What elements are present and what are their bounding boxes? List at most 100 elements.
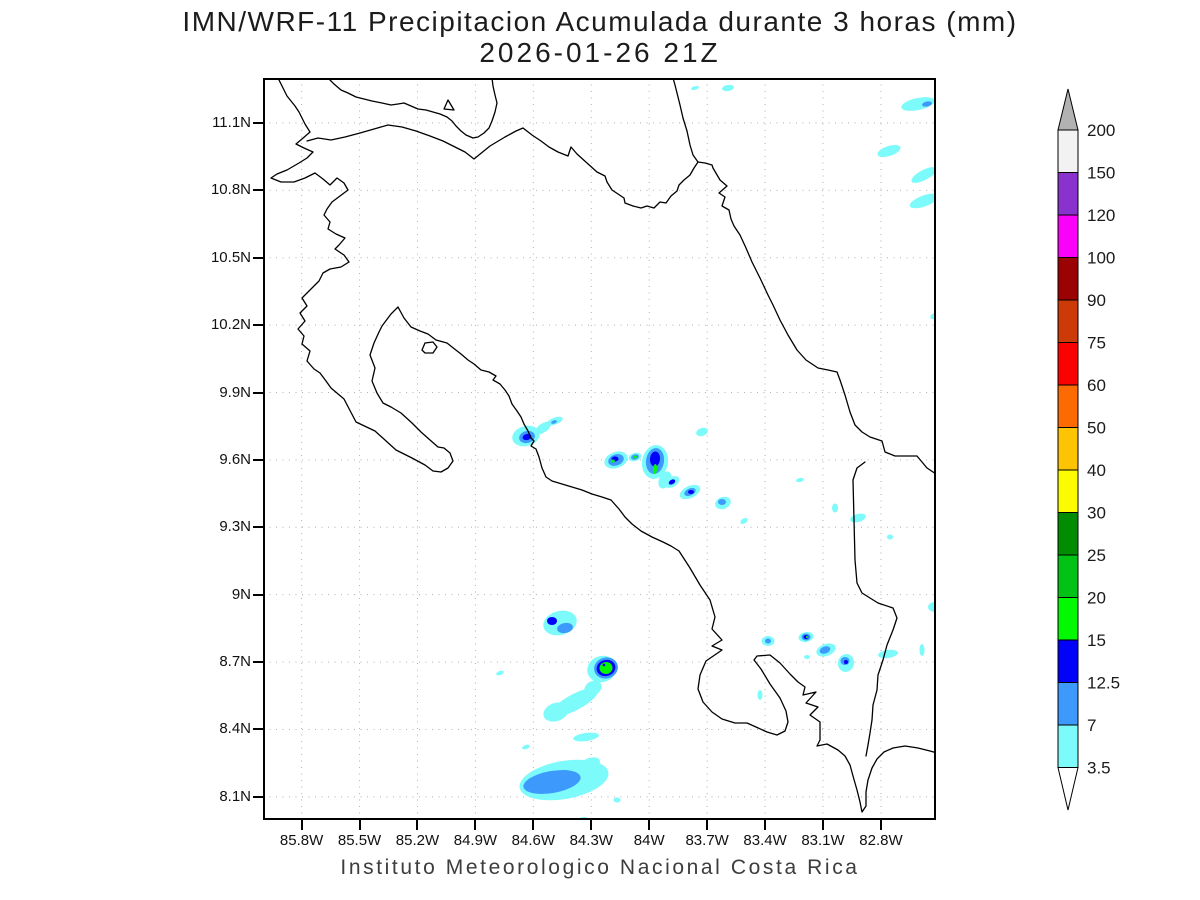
- colorbar-segment: [1057, 342, 1079, 386]
- colorbar-label: 100: [1087, 249, 1115, 268]
- colorbar-down-arrow: [1057, 767, 1079, 811]
- colorbar-label: 25: [1087, 546, 1106, 565]
- precip-patch-c: [909, 193, 936, 209]
- x-tick-label: 85.5W: [337, 832, 382, 849]
- precip-patch-c: [543, 702, 569, 722]
- colorbar-label: 120: [1087, 206, 1115, 225]
- colorbar-label: 7: [1087, 716, 1096, 735]
- precip-patch-c: [919, 644, 925, 656]
- precip-patch-d: [547, 617, 557, 625]
- precip-patch-c: [887, 534, 893, 540]
- x-tick-label: 83.4W: [743, 832, 787, 849]
- precip-patch-c: [576, 757, 600, 775]
- coastline-path: [306, 124, 699, 209]
- x-tick-mark: [590, 820, 593, 830]
- x-tick-label: 85.2W: [395, 832, 440, 849]
- precip-patch-g: [805, 636, 809, 638]
- precip-patch-c: [691, 85, 699, 91]
- colorbar-segment: [1057, 682, 1079, 726]
- x-tick-mark: [300, 820, 303, 830]
- precip-patch-g: [633, 455, 637, 459]
- y-tick-label: 8.7N: [219, 653, 251, 671]
- precip-patch-c: [722, 84, 734, 92]
- x-tick-mark: [358, 820, 361, 830]
- colorbar-label: 90: [1087, 291, 1106, 310]
- precip-patch-b: [551, 420, 557, 424]
- x-tick-mark: [532, 820, 535, 830]
- x-tick-mark: [474, 820, 477, 830]
- precip-patch-b: [718, 499, 726, 505]
- x-tick-label: 84.6W: [511, 832, 556, 849]
- precip-patch-b: [765, 638, 771, 644]
- y-tick-mark: [253, 121, 263, 124]
- colorbar-segment: [1057, 427, 1079, 471]
- coastline-path: [672, 78, 936, 475]
- x-tick-mark: [648, 820, 651, 830]
- colorbar: 200 150 120 100 90 75 60 50 40 30 25 20 15 12.5 7 3.5: [1057, 88, 1120, 811]
- x-tick-mark: [764, 820, 767, 830]
- map-frame-border: [263, 78, 936, 820]
- y-tick-mark: [253, 324, 263, 327]
- precip-patch-d: [649, 451, 661, 467]
- y-tick-label: 10.8N: [210, 181, 251, 199]
- x-tick-mark: [879, 820, 882, 830]
- y-tick-mark: [253, 189, 263, 192]
- precip-patch-c: [535, 421, 551, 435]
- map-background: [263, 78, 936, 820]
- x-tick-label: 85.8W: [279, 832, 324, 849]
- colorbar-label: 12.5: [1087, 674, 1120, 693]
- y-tick-mark: [253, 795, 263, 798]
- precip-patch-c: [522, 744, 530, 750]
- colorbar-label: 3.5: [1087, 759, 1111, 778]
- colorbar-label: 30: [1087, 504, 1106, 523]
- y-tick-mark: [253, 256, 263, 259]
- precip-patch-c: [757, 690, 763, 700]
- precip-patch-c: [877, 144, 901, 158]
- precip-patch-b: [922, 101, 932, 107]
- y-tick-mark: [253, 458, 263, 461]
- y-tick-label: 10.2N: [210, 316, 251, 334]
- x-tick-label: 82.8W: [859, 832, 903, 849]
- x-tick-mark: [822, 820, 825, 830]
- footer-caption: Instituto Meteorologico Nacional Costa R…: [340, 856, 860, 879]
- precip-patch-dd: [602, 663, 606, 667]
- colorbar-segment: [1057, 554, 1079, 598]
- precip-patch-b: [819, 646, 831, 654]
- colorbar-segment: [1057, 469, 1079, 513]
- coastline-path: [443, 99, 455, 111]
- x-tick-mark: [416, 820, 419, 830]
- precip-patch-c: [804, 655, 810, 659]
- colorbar-segment: [1057, 384, 1079, 428]
- map-plot: [263, 78, 936, 820]
- coastline-path: [852, 461, 898, 757]
- precip-patch-b: [523, 770, 581, 794]
- y-tick-label: 8.1N: [219, 787, 251, 805]
- colorbar-label: 150: [1087, 164, 1115, 183]
- colorbar-label: 15: [1087, 631, 1106, 650]
- y-tick-label: 10.5N: [210, 248, 251, 266]
- precip-patch-c: [573, 732, 599, 742]
- colorbar-segment: [1057, 299, 1079, 343]
- precip-patch-c: [613, 797, 621, 803]
- precip-patch-c: [911, 167, 936, 183]
- colorbar-label: 60: [1087, 376, 1106, 395]
- colorbar-label: 40: [1087, 461, 1106, 480]
- precip-patch-c: [832, 503, 838, 513]
- y-tick-label: 9.6N: [219, 450, 251, 468]
- precip-patch-d: [668, 479, 676, 485]
- colorbar-segment: [1057, 172, 1079, 216]
- colorbar-up-arrow: [1057, 88, 1079, 131]
- x-tick-label: 84.3W: [569, 832, 613, 849]
- precip-patch-c: [796, 477, 804, 483]
- precip-patch-c: [696, 427, 708, 437]
- colorbar-segment: [1057, 639, 1079, 683]
- y-tick-mark: [253, 526, 263, 529]
- colorbar-label: 200: [1087, 121, 1115, 140]
- coastline-path: [327, 78, 498, 139]
- y-tick-mark: [253, 728, 263, 731]
- colorbar-segment: [1057, 257, 1079, 301]
- precip-patch-d: [688, 490, 694, 494]
- precip-patch-c: [901, 97, 935, 111]
- colorbar-segment: [1057, 129, 1079, 173]
- y-tick-mark: [253, 391, 263, 394]
